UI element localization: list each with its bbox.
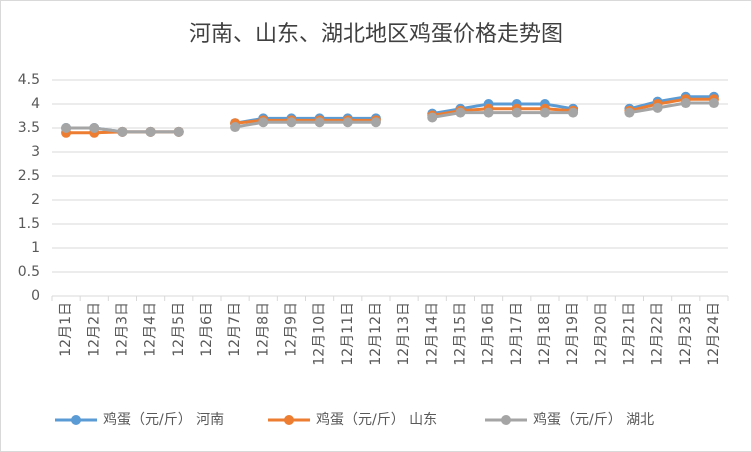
point: [680, 98, 691, 109]
y-tick-label: 2: [31, 192, 40, 208]
x-tick-label: 12月17日: [509, 302, 525, 366]
x-tick-label: 12月20日: [593, 302, 609, 366]
x-tick-label: 12月22日: [650, 302, 666, 366]
point: [370, 117, 381, 128]
point: [511, 107, 522, 118]
chart-title: 河南、山东、湖北地区鸡蛋价格走势图: [189, 22, 563, 47]
x-tick-label: 12月8日: [255, 302, 271, 357]
point: [173, 126, 184, 137]
x-tick-label: 12月6日: [199, 302, 215, 357]
x-tick-label: 12月14日: [424, 302, 440, 366]
legend-label: 鸡蛋（元/斤） 河南: [103, 411, 224, 428]
point: [624, 107, 635, 118]
y-tick-label: 3: [31, 144, 40, 160]
x-tick-label: 12月11日: [340, 302, 356, 366]
point: [539, 107, 550, 118]
x-tick-label: 12月24日: [706, 302, 722, 366]
y-tick-label: 1.5: [18, 216, 40, 232]
x-tick-label: 12月21日: [621, 302, 637, 366]
x-tick-label: 12月18日: [537, 302, 553, 366]
y-tick-label: 1: [31, 240, 40, 256]
point: [286, 117, 297, 128]
point: [230, 122, 241, 133]
point: [145, 126, 156, 137]
x-tick-label: 12月13日: [396, 302, 412, 366]
point: [568, 107, 579, 118]
x-tick-label: 12月19日: [565, 302, 581, 366]
x-tick-label: 12月9日: [283, 302, 299, 357]
legend-label: 鸡蛋（元/斤） 山东: [316, 411, 437, 428]
legend-marker: [284, 415, 294, 425]
point: [342, 117, 353, 128]
point: [427, 112, 438, 123]
legend-marker: [71, 415, 81, 425]
x-tick-label: 12月10日: [312, 302, 328, 366]
point: [314, 117, 325, 128]
point: [652, 102, 663, 113]
legend-label: 鸡蛋（元/斤） 湖北: [533, 411, 654, 428]
x-tick-label: 12月4日: [143, 302, 159, 357]
point: [61, 123, 72, 133]
x-tick-label: 12月2日: [86, 302, 102, 357]
point: [258, 117, 269, 128]
x-tick-label: 12月7日: [227, 302, 243, 357]
point: [708, 98, 719, 109]
x-tick-label: 12月1日: [58, 302, 74, 357]
point: [483, 107, 494, 118]
x-tick-label: 12月5日: [171, 302, 187, 357]
y-tick-label: 4.5: [18, 72, 40, 88]
legend-marker: [501, 415, 511, 425]
y-tick-label: 2.5: [18, 168, 40, 184]
y-tick-label: 0.5: [18, 264, 40, 280]
point: [89, 123, 100, 133]
x-tick-label: 12月23日: [678, 302, 694, 366]
x-tick-label: 12月15日: [452, 302, 468, 366]
x-tick-label: 12月12日: [368, 302, 384, 366]
y-tick-label: 0: [31, 288, 40, 304]
y-tick-label: 3.5: [18, 120, 40, 136]
y-tick-label: 4: [31, 96, 40, 112]
x-tick-label: 12月16日: [481, 302, 497, 366]
x-tick-label: 12月3日: [114, 302, 130, 357]
point: [117, 126, 128, 137]
point: [455, 107, 466, 118]
